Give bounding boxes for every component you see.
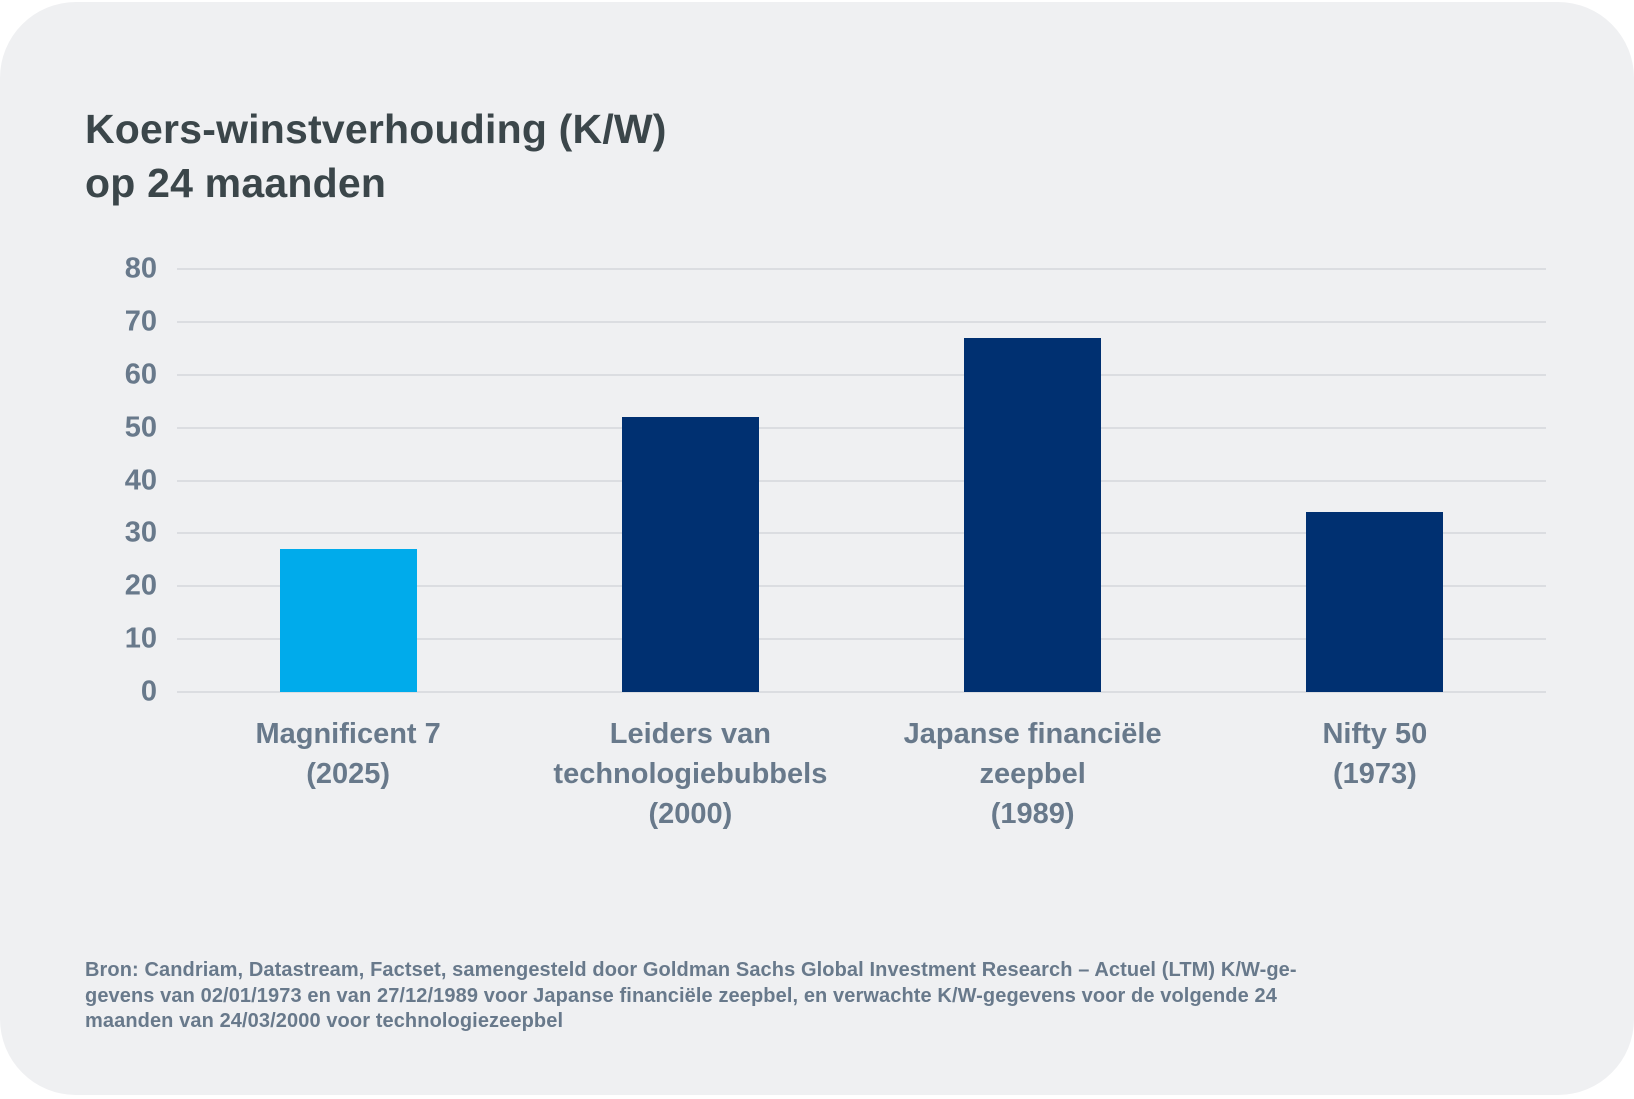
gridline [177,638,1546,641]
y-tick-label: 40 [124,464,157,496]
y-tick-label: 30 [124,516,157,549]
gridline [177,532,1546,535]
y-tick-label: 80 [124,252,157,285]
gridline [177,373,1546,376]
x-axis-labels: Magnificent 7 (2025) Leiders van technolo… [177,714,1546,834]
y-tick-label: 60 [124,358,157,391]
bar-1 [279,549,417,692]
y-tick-label: 70 [124,305,157,338]
category-label: Magnificent 7 (2025) [255,718,441,791]
category-label: Leiders van technologiebubbels (2000) [553,718,828,831]
y-tick-label: 10 [124,622,157,655]
y-tick-label: 50 [124,411,157,444]
bar-4 [1306,512,1444,692]
gridline [177,479,1546,482]
y-tick-label: 0 [140,675,157,708]
gridline [177,426,1546,429]
y-tick-label: 20 [124,569,157,602]
gridline [177,268,1546,270]
category-label: Nifty 50 (1973) [1322,718,1428,791]
bar-chart: 0 10 20 30 40 50 60 70 80 [125,254,1546,706]
gridline [177,691,1546,693]
category-label: Japanse financiële zeepbel (1989) [903,718,1162,831]
gridline [177,320,1546,323]
bar-3 [964,337,1102,692]
chart-title: Koers-winstverhouding (K/W) op 24 maande… [85,106,667,206]
source-note: Bron: Candriam, Datastream, Factset, sam… [85,959,1297,1033]
bar-2 [621,417,759,692]
gridline [177,585,1546,588]
